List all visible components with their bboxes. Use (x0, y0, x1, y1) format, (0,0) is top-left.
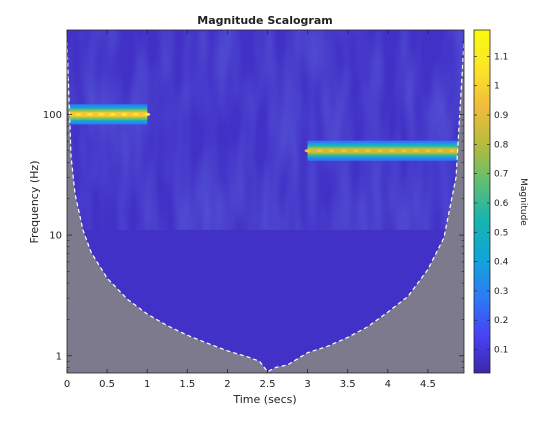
colorbar-ticks: 0.1 0.2 0.3 0.4 0.5 0.6 0.7 0.8 0.9 1 1.1 (474, 52, 509, 356)
cone-of-influence-mask (67, 41, 464, 373)
component-band-layer (307, 148, 464, 153)
y-axis-ticks: 1 10 100 (43, 41, 464, 368)
colorbar-tick-label: 0.2 (494, 316, 508, 326)
chart-title: Magnitude Scalogram (197, 14, 332, 27)
x-axis-label: Time (secs) (232, 393, 296, 406)
colorbar-tick-label: 0.6 (494, 199, 509, 209)
component-band (67, 104, 151, 125)
y-tick-label: 10 (49, 231, 62, 242)
x-tick-label: 0 (64, 379, 70, 390)
colorbar-tick-label: 1.1 (494, 52, 508, 62)
x-tick-label: 3 (304, 379, 310, 390)
component-peak (364, 149, 371, 153)
heatmap-layer (67, 30, 464, 373)
y-tick-label: 1 (56, 351, 62, 362)
x-tick-label: 4 (385, 379, 391, 390)
y-axis-label: Frequency (Hz) (28, 161, 41, 244)
component-peak (121, 112, 128, 116)
colorbar-tick-label: 0.8 (494, 140, 509, 150)
x-tick-label: 1 (144, 379, 150, 390)
colorbar-gradient (473, 29, 491, 374)
colorbar-tick-label: 0.7 (494, 170, 508, 180)
x-tick-label: 0.5 (99, 379, 115, 390)
heatmap-noise-texture (67, 30, 464, 230)
component-peak (144, 112, 151, 116)
component-peak (400, 149, 407, 153)
colorbar-tick-label: 0.4 (494, 258, 509, 268)
y-tick-label: 100 (43, 110, 62, 121)
x-tick-label: 1.5 (179, 379, 195, 390)
x-tick-label: 3.5 (340, 379, 356, 390)
component-peak (388, 149, 395, 153)
component-peak (75, 112, 82, 116)
component-peak (448, 149, 455, 153)
colorbar-tick-label: 0.5 (494, 228, 508, 238)
component-band (304, 140, 464, 161)
plot-frame (66, 29, 465, 374)
x-axis-ticks: 0 0.5 1 1.5 2 2.5 3 3.5 4 4.5 (64, 30, 436, 390)
colorbar: 0.1 0.2 0.3 0.4 0.5 0.6 0.7 0.8 0.9 1 1.1 Magnitud… (473, 29, 528, 374)
component-peak (86, 112, 93, 116)
signal-components (67, 104, 464, 161)
component-peak (304, 149, 311, 153)
colorbar-tick-label: 0.1 (494, 346, 508, 356)
component-peak (328, 149, 335, 153)
x-tick-label: 2.5 (260, 379, 276, 390)
component-band-layer (67, 112, 148, 117)
component-peak (109, 112, 116, 116)
component-peak (340, 149, 347, 153)
component-peak (132, 112, 139, 116)
component-peak (436, 149, 443, 153)
colorbar-tick-label: 0.9 (494, 111, 509, 121)
component-peak (424, 149, 431, 153)
colorbar-tick-label: 1 (494, 82, 500, 92)
component-peak (316, 149, 323, 153)
component-peak (376, 149, 383, 153)
colorbar-tick-label: 0.3 (494, 287, 508, 297)
colorbar-label: Magnitude (518, 178, 528, 226)
component-peak (412, 149, 419, 153)
x-tick-label: 4.5 (420, 379, 436, 390)
plot-area: 0 0.5 1 1.5 2 2.5 3 3.5 4 4.5 1 10 100 (43, 29, 465, 390)
component-peak (352, 149, 359, 153)
component-peak (98, 112, 105, 116)
x-tick-label: 2 (224, 379, 230, 390)
